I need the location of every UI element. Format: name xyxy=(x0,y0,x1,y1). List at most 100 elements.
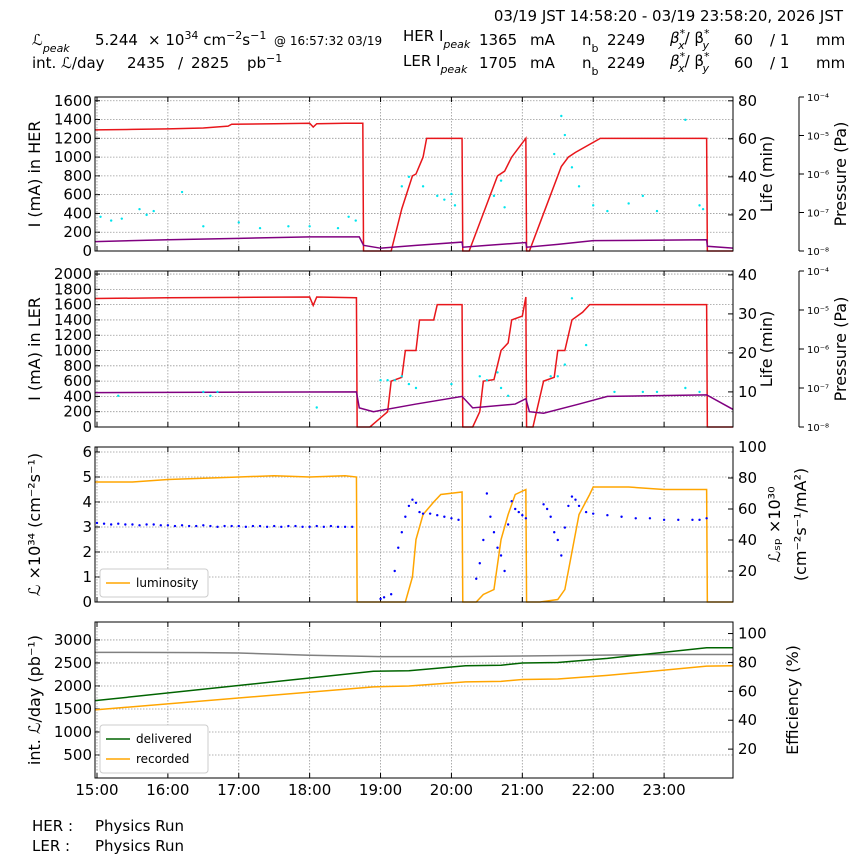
series-group xyxy=(95,296,733,428)
series-group xyxy=(95,647,733,711)
subscript: peak xyxy=(442,38,470,51)
value: 60 xyxy=(734,31,753,49)
point xyxy=(560,554,563,557)
point xyxy=(117,522,120,525)
point xyxy=(478,375,481,378)
unit-part: cm xyxy=(198,31,226,49)
point xyxy=(503,206,506,209)
unit: mm xyxy=(816,54,845,72)
y-axis-title: ℒ ×10³⁴ (cm⁻²s⁻¹) xyxy=(25,453,44,596)
point xyxy=(570,495,574,498)
y2-tick-label: 100 xyxy=(738,438,767,456)
superscript: * xyxy=(704,27,710,40)
y-tick-label: 800 xyxy=(63,167,92,185)
line xyxy=(95,296,733,428)
point xyxy=(336,525,340,529)
point xyxy=(592,512,595,515)
time-range: 03/19 JST 14:58:20 - 03/19 23:58:20, 202… xyxy=(494,7,844,25)
point xyxy=(574,498,577,501)
legend-box xyxy=(99,724,209,774)
y3-tick-label: 10⁻⁵ xyxy=(807,132,829,143)
point xyxy=(436,514,439,517)
point xyxy=(350,525,354,529)
y-tick-label: 1400 xyxy=(54,111,92,129)
y-tick-label: 6 xyxy=(82,443,92,461)
point xyxy=(485,379,489,382)
point xyxy=(577,504,581,508)
point xyxy=(489,515,492,518)
superscript: * xyxy=(680,50,686,63)
point xyxy=(173,524,177,528)
point xyxy=(95,521,99,525)
point xyxy=(570,166,574,169)
point xyxy=(577,185,581,188)
point xyxy=(180,190,184,194)
point xyxy=(648,517,652,520)
superscript: 34 xyxy=(184,29,198,42)
symbol: β xyxy=(669,29,680,47)
y2-tick-label: 80 xyxy=(738,469,757,487)
point xyxy=(549,515,552,518)
y2-tick-label: 40 xyxy=(738,168,757,186)
subscript: b xyxy=(592,65,599,78)
line xyxy=(95,474,733,603)
point xyxy=(677,518,680,522)
point xyxy=(485,492,489,495)
value: 5.244 xyxy=(95,31,138,49)
label: β* x/ β* y xyxy=(669,27,710,52)
y-tick-label: 4 xyxy=(82,493,92,511)
point xyxy=(506,523,510,526)
y3-tick-label: 10⁻⁶ xyxy=(807,345,829,356)
legend-label: recorded xyxy=(136,752,189,766)
point xyxy=(496,546,499,549)
point xyxy=(145,523,148,526)
value: 2249 xyxy=(607,54,645,72)
subscript: peak xyxy=(42,42,70,55)
label: β* x/ β* y xyxy=(669,50,710,75)
superscript: −2 xyxy=(226,29,242,42)
point xyxy=(563,133,567,137)
point xyxy=(499,386,503,390)
y2-axis-title: Life (min) xyxy=(757,136,776,213)
x-tick-label: 18:00 xyxy=(288,781,331,799)
point xyxy=(109,219,113,222)
point xyxy=(556,538,559,542)
point xyxy=(499,554,503,557)
point xyxy=(223,524,226,528)
point xyxy=(553,152,556,156)
x-tick-label: 15:00 xyxy=(75,781,118,799)
point xyxy=(563,363,567,366)
label-part: LER I xyxy=(403,52,440,70)
subscript: x xyxy=(677,39,685,52)
y-tick-label: 2000 xyxy=(54,265,92,283)
superscript: * xyxy=(704,50,710,63)
point xyxy=(584,343,588,347)
point xyxy=(421,512,425,515)
symbol: β xyxy=(669,52,680,70)
y2-tick-label: 30 xyxy=(738,305,757,323)
point xyxy=(308,525,311,529)
point xyxy=(627,202,630,205)
x-tick-label: 22:00 xyxy=(572,781,615,799)
y-tick-label: 1200 xyxy=(54,129,92,147)
y-tick-label: 500 xyxy=(63,746,92,764)
point xyxy=(556,375,559,378)
point xyxy=(641,390,645,394)
point xyxy=(287,524,290,528)
point xyxy=(549,375,552,378)
point xyxy=(322,525,326,529)
panel: 500 1000 1500 2000 2500 3000 15:00 16:00 17:00 18… xyxy=(25,621,802,799)
point xyxy=(698,204,701,207)
point xyxy=(641,194,645,198)
point xyxy=(397,546,400,549)
label: int. ℒ/day xyxy=(32,54,105,72)
y-tick-label: 2000 xyxy=(54,677,92,695)
point xyxy=(230,524,233,528)
y-tick-label: 400 xyxy=(63,204,92,222)
label-part: / β xyxy=(685,52,704,70)
point xyxy=(400,185,404,188)
y-tick-label: 0 xyxy=(82,418,92,436)
timestamp: @ 16:57:32 03/19 xyxy=(274,34,382,48)
